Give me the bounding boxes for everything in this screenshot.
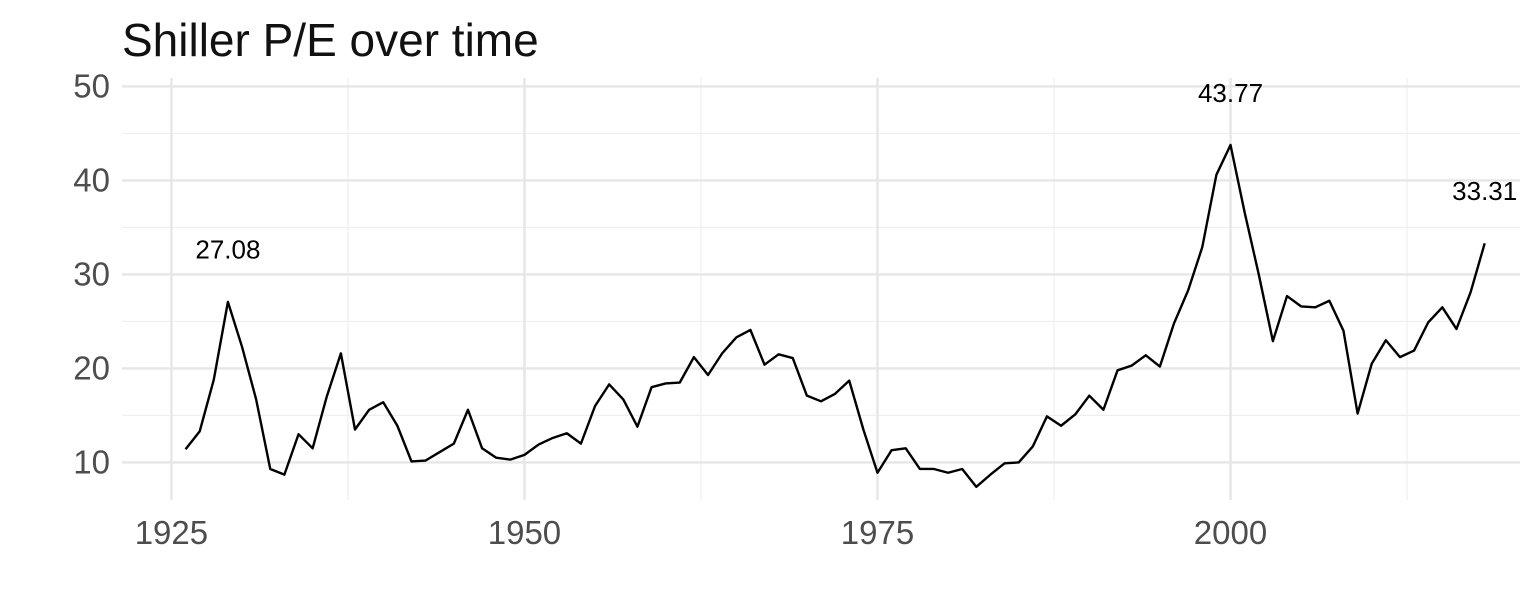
data-labels: 27.08 43.77 33.31 — [195, 78, 1517, 265]
data-label: 43.77 — [1198, 78, 1263, 108]
data-label: 33.31 — [1452, 176, 1517, 206]
y-axis-tick-labels: 10 20 30 40 50 — [73, 67, 110, 480]
x-tick-label: 1925 — [135, 514, 208, 551]
x-tick-label: 1950 — [488, 514, 561, 551]
x-axis-tick-labels: 1925 1950 1975 2000 — [135, 514, 1268, 551]
y-tick-label: 30 — [73, 255, 110, 292]
data-label: 27.08 — [195, 235, 260, 265]
y-tick-label: 20 — [73, 349, 110, 386]
grid — [122, 78, 1520, 500]
series-line-shiller-pe — [184, 143, 1486, 489]
chart-title: Shiller P/E over time — [122, 14, 539, 66]
y-tick-label: 50 — [73, 67, 110, 104]
y-tick-label: 40 — [73, 161, 110, 198]
y-tick-label: 10 — [73, 443, 110, 480]
x-tick-label: 1975 — [841, 514, 914, 551]
x-tick-label: 2000 — [1194, 514, 1267, 551]
